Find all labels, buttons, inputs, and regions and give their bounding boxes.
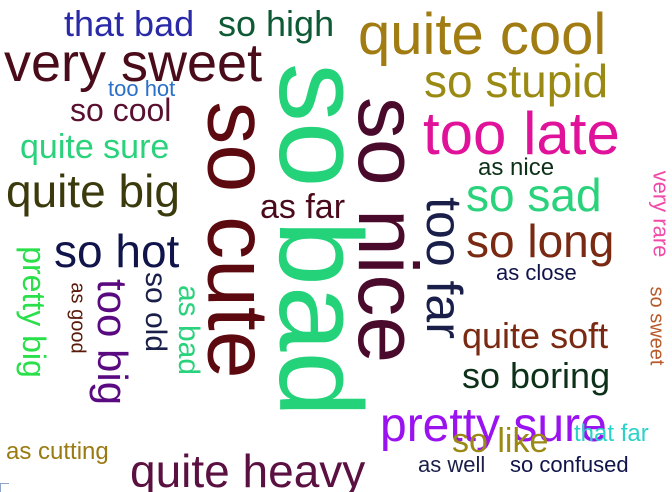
word-quite-big: quite big — [6, 165, 180, 217]
word-too-hot: too hot — [108, 76, 176, 101]
word-as-well: as well — [418, 452, 486, 477]
word-so-cool: so cool — [70, 92, 172, 128]
word-so-cute: so cute — [189, 101, 286, 379]
word-too-late: too late — [423, 100, 620, 167]
word-as-close: as close — [496, 260, 577, 285]
word-so-hot: so hot — [54, 225, 180, 277]
word-very-sweet: very sweet — [4, 33, 263, 93]
word-quite-heavy: quite heavy — [130, 445, 366, 492]
word-too-big: too big — [89, 278, 137, 406]
word-as-cutting: as cutting — [6, 438, 109, 465]
word-quite-cool: quite cool — [358, 2, 607, 67]
word-so-like: so like — [452, 422, 549, 460]
word-as-far: as far — [260, 188, 346, 226]
word-so-sad: so sad — [466, 169, 602, 221]
word-pretty-sure: pretty sure — [380, 399, 607, 452]
word-so-old: so old — [139, 271, 173, 353]
word-so-boring: so boring — [462, 355, 611, 396]
word-so-long: so long — [466, 215, 615, 267]
word-so-high: so high — [218, 3, 335, 44]
corner-mark — [0, 483, 9, 492]
word-as-bad: as bad — [172, 284, 206, 376]
word-so-confused: so confused — [510, 452, 629, 477]
word-very-rare: very rare — [647, 170, 672, 258]
word-quite-sure: quite sure — [20, 128, 170, 166]
word-that-bad: that bad — [64, 3, 195, 44]
word-so-sweet: so sweet — [644, 286, 667, 366]
word-so-stupid: so stupid — [424, 55, 609, 107]
word-that-far: that far — [574, 420, 649, 447]
word-pretty-big: pretty big — [15, 246, 52, 378]
word-quite-soft: quite soft — [462, 315, 609, 356]
word-as-nice: as nice — [478, 154, 555, 181]
word-as-good: as good — [66, 282, 89, 354]
